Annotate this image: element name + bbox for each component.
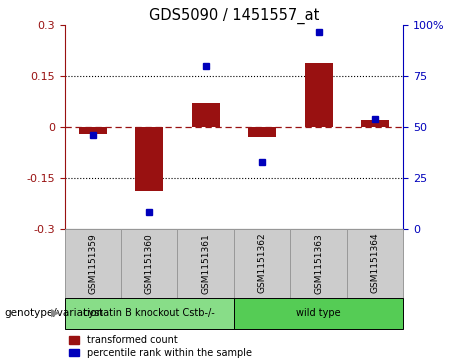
Bar bbox=[135, 127, 163, 191]
Bar bbox=[361, 120, 389, 127]
Bar bbox=[248, 127, 276, 137]
Text: genotype/variation: genotype/variation bbox=[5, 308, 104, 318]
Text: GSM1151364: GSM1151364 bbox=[371, 233, 380, 294]
Text: GSM1151362: GSM1151362 bbox=[258, 233, 267, 294]
Text: cystatin B knockout Cstb-/-: cystatin B knockout Cstb-/- bbox=[83, 308, 215, 318]
Bar bbox=[192, 103, 220, 127]
Text: GSM1151363: GSM1151363 bbox=[314, 233, 323, 294]
Text: GSM1151361: GSM1151361 bbox=[201, 233, 210, 294]
Legend: transformed count, percentile rank within the sample: transformed count, percentile rank withi… bbox=[70, 335, 252, 358]
Title: GDS5090 / 1451557_at: GDS5090 / 1451557_at bbox=[149, 8, 319, 24]
Text: ▶: ▶ bbox=[52, 308, 60, 318]
Bar bbox=[305, 63, 333, 127]
Bar bbox=[79, 127, 107, 134]
Text: wild type: wild type bbox=[296, 308, 341, 318]
Text: GSM1151360: GSM1151360 bbox=[145, 233, 154, 294]
Text: GSM1151359: GSM1151359 bbox=[88, 233, 97, 294]
